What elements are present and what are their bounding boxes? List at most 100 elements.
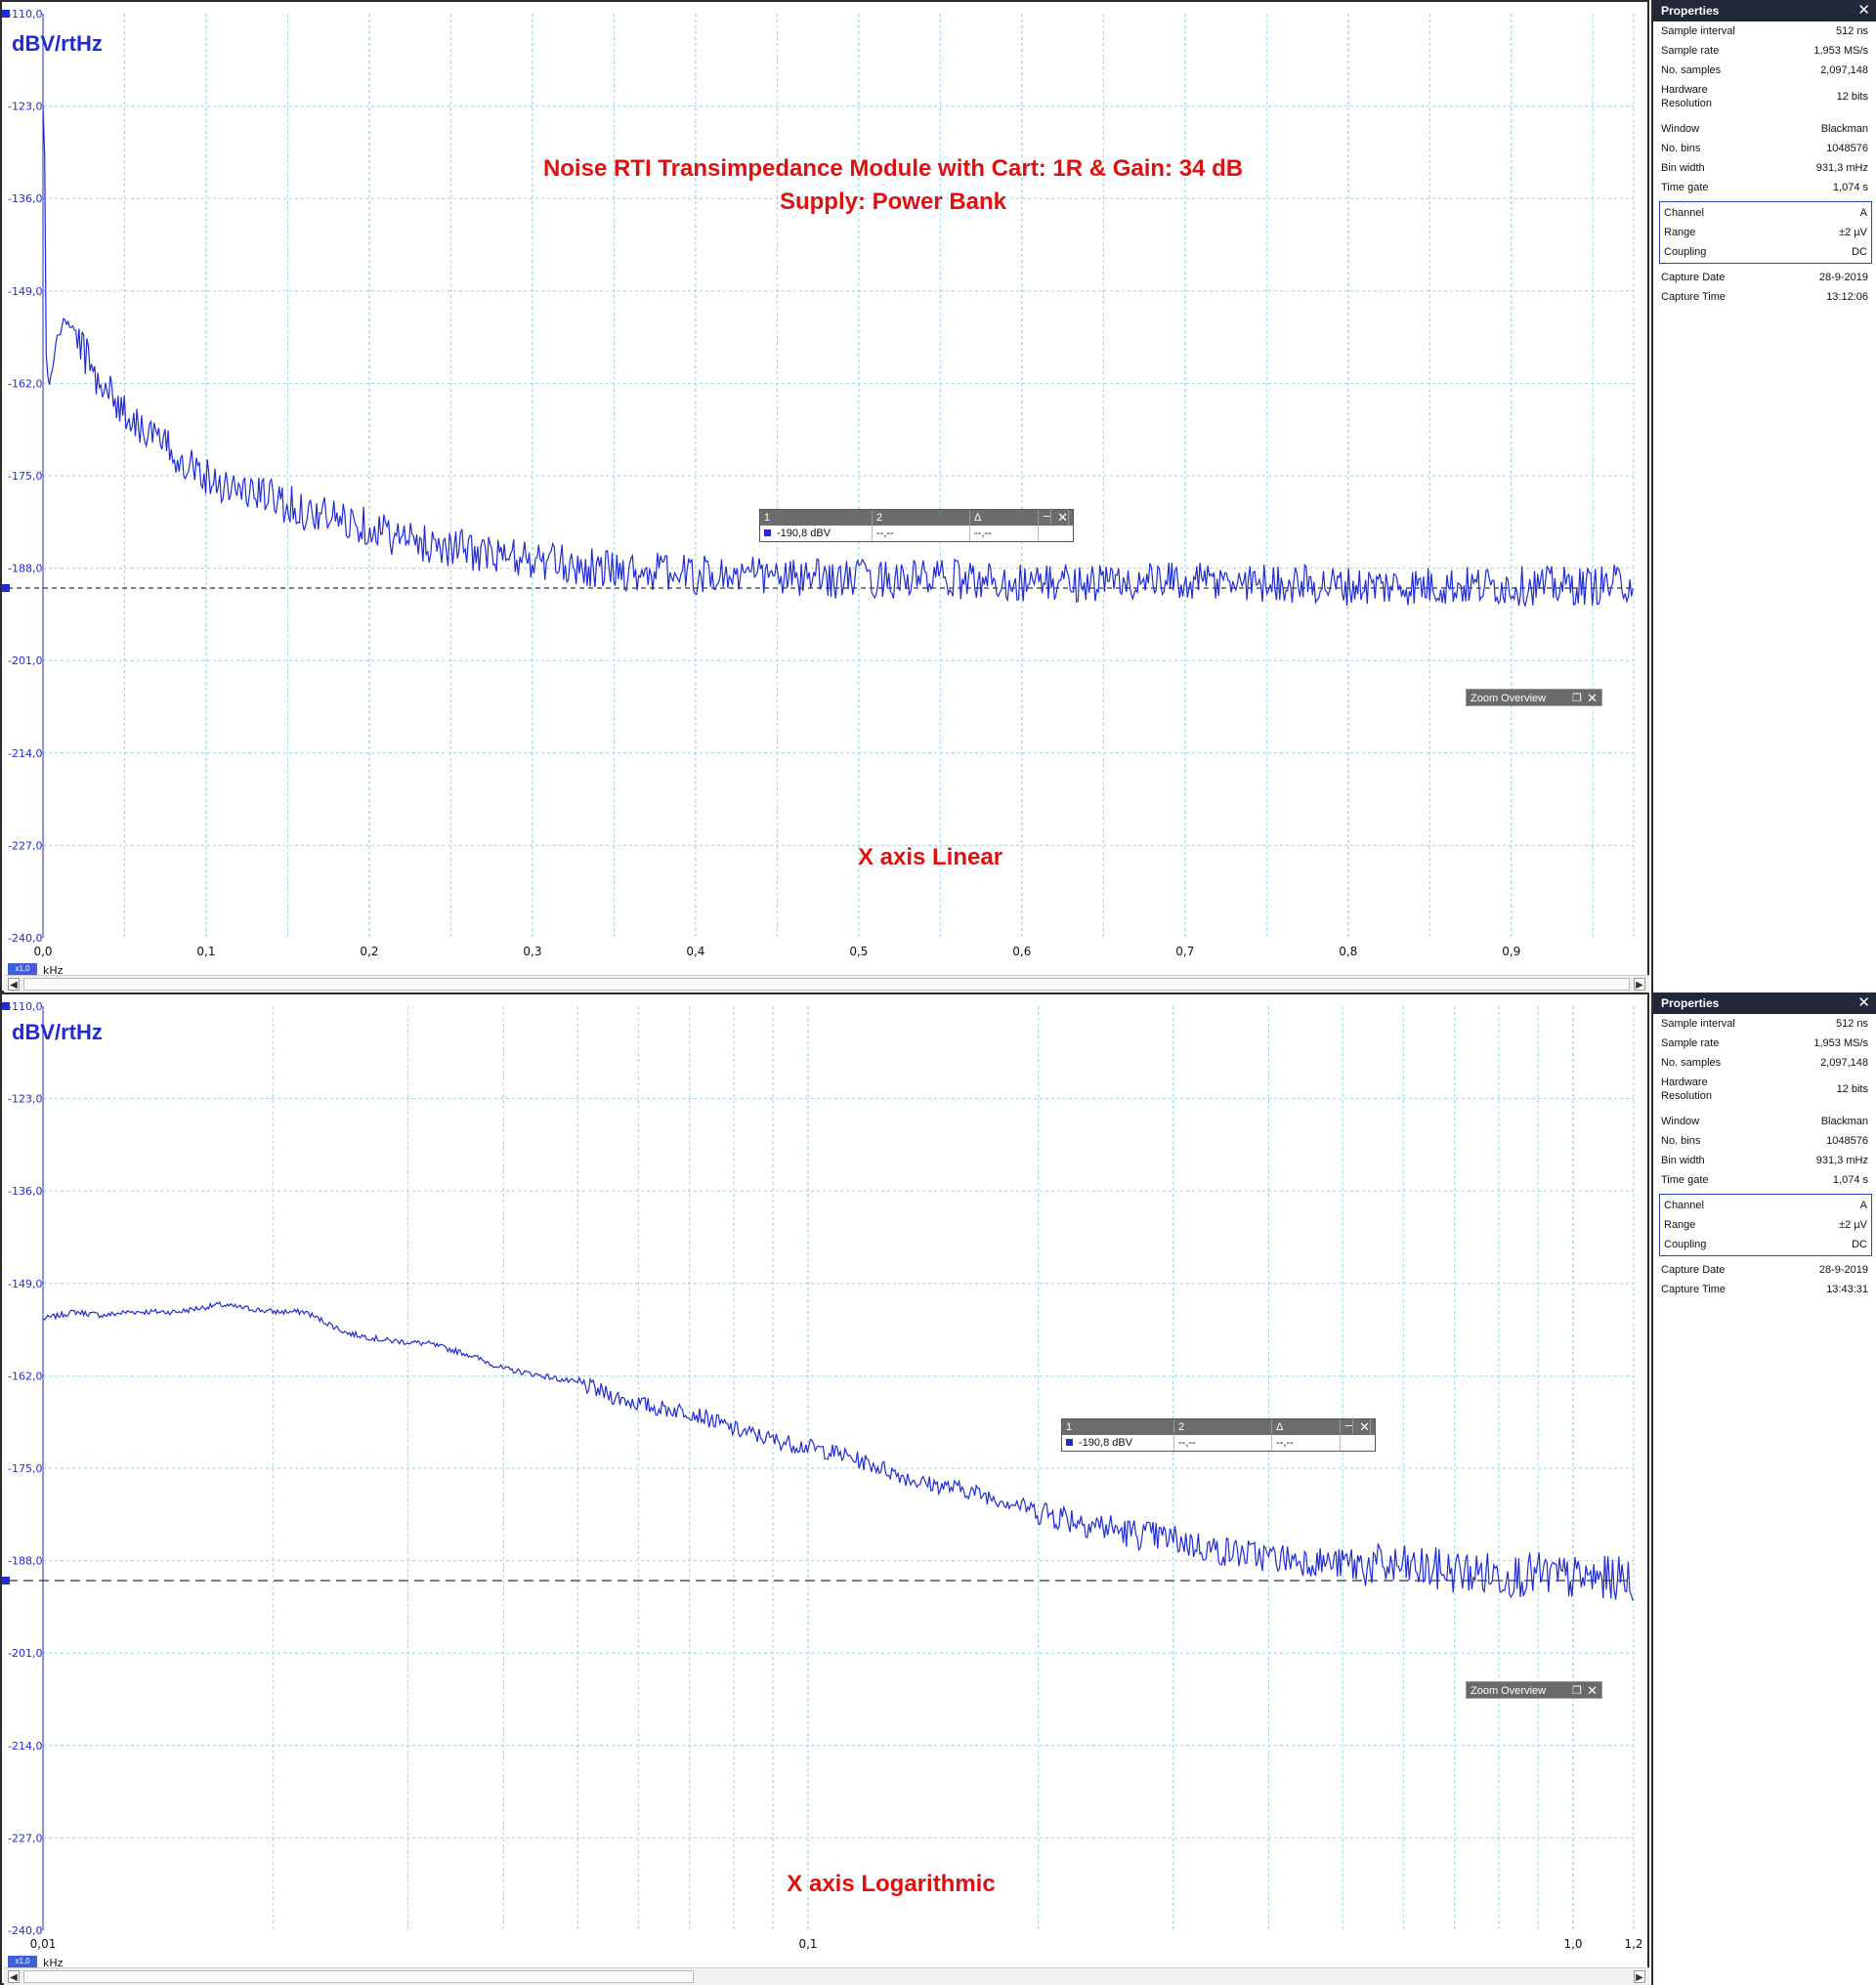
property-row: No. bins 1048576 [1653, 1131, 1876, 1151]
ruler-value-1-text: -190,8 dBV [777, 528, 831, 539]
property-row: No. samples 2,097,148 [1653, 1053, 1876, 1073]
ruler-handle [2, 1576, 10, 1584]
property-label: No. samples [1661, 1057, 1722, 1069]
property-value: 2,097,148 [1820, 64, 1868, 76]
property-value: 1048576 [1826, 143, 1868, 154]
x-tick-label: 0,7 [1175, 945, 1194, 958]
x-axis-annotation: X axis Linear [858, 844, 1002, 870]
property-row: Hardware Resolution 12 bits [1653, 1073, 1876, 1106]
y-tick-label: -123,0 [8, 1093, 42, 1106]
capture-info: Capture Date 28-9-2019 Capture Time 13:12:0… [1653, 268, 1876, 307]
horizontal-scrollbar[interactable]: ◀ ▶ [4, 975, 1649, 992]
property-label: Bin width [1661, 1155, 1705, 1166]
chart-title-line1: Noise RTI Transimpedance Module with Car… [543, 155, 1243, 182]
scroll-right-icon[interactable]: ▶ [1634, 1970, 1645, 1983]
ruler-col-delta: Δ [1272, 1419, 1341, 1435]
restore-icon[interactable]: ❐ [1572, 693, 1582, 704]
scroll-thumb[interactable] [23, 978, 1630, 991]
property-row: Channel A [1660, 203, 1871, 223]
property-value: 28-9-2019 [1818, 1264, 1868, 1276]
ruler-value-delta: --,-- [1272, 1435, 1341, 1451]
property-row: No. bins 1048576 [1653, 139, 1876, 158]
axis-handle [2, 10, 10, 18]
minimize-icon[interactable]: – [1040, 508, 1051, 524]
y-axis-unit-label: dBV/rtHz [12, 31, 103, 56]
ruler-legend-header[interactable]: 1 2 Δ – ✕ [760, 508, 1073, 526]
close-icon[interactable]: ✕ [1857, 2, 1870, 19]
scroll-left-icon[interactable]: ◀ [8, 1970, 20, 1983]
property-row: Sample interval 512 ns [1653, 21, 1876, 41]
property-value: 1,953 MS/s [1813, 45, 1868, 57]
zoom-overview-label: Zoom Overview [1471, 693, 1547, 704]
ruler-legend-header[interactable]: 1 2 Δ – ✕ [1062, 1417, 1375, 1435]
axis-handle [2, 1002, 10, 1010]
restore-icon[interactable]: ❐ [1572, 1685, 1582, 1697]
x-tick-label: 0,3 [523, 945, 541, 958]
minimize-icon[interactable]: – [1342, 1417, 1353, 1433]
property-value: 13:12:06 [1826, 291, 1868, 303]
y-tick-label: -136,0 [8, 1185, 42, 1198]
scroll-right-icon[interactable]: ▶ [1634, 978, 1645, 991]
spectrum-view-log: -110,0 -123,0 -136,0 -149,0 -162,0 -175,0 -188… [0, 992, 1876, 1985]
y-tick-label: -149,0 [8, 285, 42, 298]
property-label: Channel [1664, 207, 1704, 219]
x-unit-label: kHz [43, 1957, 64, 1967]
x-tick-label: 0,01 [30, 1937, 57, 1951]
property-value: ±2 µV [1839, 1219, 1867, 1231]
property-value: 1,074 s [1832, 182, 1868, 193]
properties-list: Sample interval 512 ns Sample rate 1,953 MS… [1653, 1014, 1876, 1190]
ruler-col-1: 1 [1062, 1419, 1174, 1435]
property-label: Coupling [1664, 1239, 1707, 1250]
close-icon[interactable]: ✕ [1587, 691, 1598, 705]
y-tick-label: -110,0 [8, 8, 42, 21]
property-label: Coupling [1664, 246, 1707, 258]
ruler-value-1: -190,8 dBV [1062, 1435, 1174, 1451]
property-row: Window Blackman [1653, 119, 1876, 139]
y-tick-label: -175,0 [8, 1462, 42, 1475]
x-tick-label: 0,9 [1502, 945, 1520, 958]
horizontal-scrollbar[interactable]: ◀ ▶ [4, 1967, 1649, 1985]
ruler-value-1: -190,8 dBV [760, 526, 873, 541]
property-value: 931,3 mHz [1815, 1155, 1868, 1166]
x-tick-label: 1,0 [1563, 1937, 1582, 1951]
y-tick-label: -188,0 [8, 563, 42, 575]
close-icon[interactable]: ✕ [1053, 510, 1069, 526]
ruler-marker-icon [764, 529, 771, 536]
property-row: Capture Date 28-9-2019 [1653, 1260, 1876, 1280]
close-icon[interactable]: ✕ [1355, 1419, 1371, 1435]
zoom-overview-label: Zoom Overview [1471, 1685, 1547, 1697]
y-tick-label: -149,0 [8, 1278, 42, 1290]
property-value: A [1859, 207, 1867, 219]
ruler-marker-icon [1066, 1439, 1073, 1446]
property-row: Sample rate 1,953 MS/s [1653, 1034, 1876, 1053]
x-scale-badge[interactable]: x1,0 [8, 963, 37, 975]
chart-area-linear[interactable]: -110,0 -123,0 -136,0 -149,0 -162,0 -175,0 -188… [0, 0, 1649, 992]
property-value: 512 ns [1835, 1018, 1868, 1030]
chart-area-log[interactable]: -110,0 -123,0 -136,0 -149,0 -162,0 -175,0 -188… [0, 992, 1649, 1985]
ruler-value-1-text: -190,8 dBV [1079, 1437, 1133, 1449]
property-row: Bin width 931,3 mHz [1653, 1151, 1876, 1170]
scroll-left-icon[interactable]: ◀ [8, 978, 20, 991]
y-axis-unit-label: dBV/rtHz [12, 1020, 103, 1044]
scroll-thumb[interactable] [23, 1970, 694, 1983]
property-row: Channel A [1660, 1196, 1871, 1215]
ruler-legend[interactable]: 1 2 Δ – ✕ -190,8 dBV --,-- --,-- [759, 508, 1074, 542]
properties-panel: Properties ✕ Sample interval 512 ns Sample… [1651, 992, 1876, 1985]
property-value: 1,074 s [1832, 1174, 1868, 1186]
close-icon[interactable]: ✕ [1587, 1683, 1598, 1698]
property-value: 512 ns [1835, 25, 1868, 37]
ruler-col-2: 2 [873, 510, 970, 526]
x-scale-badge[interactable]: x1,0 [8, 1956, 37, 1967]
zoom-overview-button[interactable]: Zoom Overview ❐ ✕ [1466, 689, 1602, 706]
properties-header: Properties ✕ [1653, 992, 1876, 1014]
property-label: No. bins [1661, 143, 1701, 154]
y-tick-label: -214,0 [8, 1740, 42, 1753]
zoom-overview-button[interactable]: Zoom Overview ❐ ✕ [1466, 1681, 1602, 1699]
close-icon[interactable]: ✕ [1857, 994, 1870, 1011]
property-label: Range [1664, 227, 1696, 238]
spectrum-trace [42, 106, 1634, 608]
property-row: No. samples 2,097,148 [1653, 61, 1876, 80]
ruler-legend[interactable]: 1 2 Δ – ✕ -190,8 dBV --,-- --,-- [1061, 1417, 1376, 1452]
y-tick-label: -188,0 [8, 1555, 42, 1568]
y-tick-label: -110,0 [8, 1000, 42, 1013]
